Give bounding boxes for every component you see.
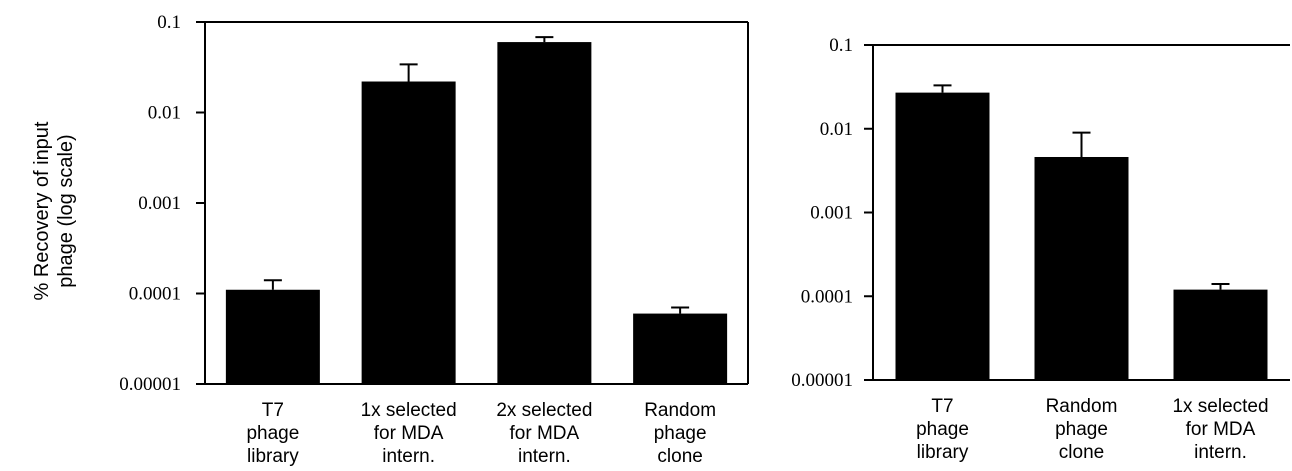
category-label: phage [1055,419,1108,440]
category-label: clone [657,446,702,467]
bar [1173,289,1268,380]
bar [225,289,320,384]
category-label: phage [246,423,299,444]
y-tick-label: 0.00001 [791,370,853,391]
category-label: Random [644,400,716,421]
category-label: 1x selected [1172,396,1268,417]
bar [1034,156,1129,380]
category-label: Random [1046,396,1118,417]
y-tick-label: 0.1 [829,35,853,56]
category-label: intern. [382,446,435,467]
y-tick-label: 0.01 [148,103,181,124]
y-tick-label: 0.01 [820,119,853,140]
category-label: T7 [931,396,953,417]
category-label: library [247,446,299,467]
category-label: for MDA [374,423,444,444]
y-axis-label: phage (log scale) [55,134,77,287]
y-axis-label: % Recovery of input [31,121,53,300]
category-label: intern. [518,446,571,467]
category-label: 2x selected [496,400,592,421]
bar [633,313,728,384]
category-label: phage [916,419,969,440]
category-label: clone [1059,442,1104,463]
y-tick-label: 0.00001 [119,374,181,395]
category-label: for MDA [510,423,580,444]
category-label: 1x selected [361,400,457,421]
bar [895,92,990,380]
y-tick-label: 0.001 [138,193,181,214]
category-label: for MDA [1186,419,1256,440]
y-tick-label: 0.1 [157,12,181,33]
category-label: T7 [262,400,284,421]
bar [497,42,592,385]
y-tick-label: 0.0001 [129,284,181,305]
chart-left: 0.1 0.01 0.001 0.0001 0.00001 % Recovery of i… [31,12,749,467]
y-tick-label: 0.0001 [801,286,853,307]
category-label: phage [654,423,707,444]
bar [361,81,456,385]
category-label: intern. [1194,442,1247,463]
category-label: library [917,442,969,463]
chart-right: 0.10.010.0010.00010.00001T7phagelibraryR… [791,35,1290,463]
y-tick-label: 0.001 [810,203,853,224]
